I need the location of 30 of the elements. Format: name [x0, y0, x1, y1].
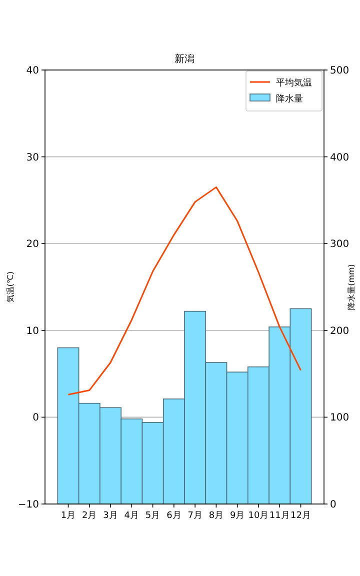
y2-tick-label: 100 — [330, 412, 350, 424]
x-tick-label: 4月 — [124, 511, 140, 521]
x-tick-label: 2月 — [82, 511, 97, 521]
x-tick-label: 3月 — [103, 511, 118, 521]
legend-label: 平均気温 — [276, 78, 312, 88]
x-tick-label: 11月 — [269, 511, 290, 521]
y2-tick-label: 200 — [330, 326, 350, 337]
y2-axis-title: 降水量(mm) — [347, 264, 356, 310]
y2-tick-label: 0 — [330, 500, 336, 510]
x-tick-label: 7月 — [188, 511, 202, 521]
x-tick-label: 1月 — [60, 511, 76, 521]
line-series — [68, 186, 302, 396]
y-tick-label: 40 — [26, 66, 39, 76]
x-tick-label: 8月 — [208, 511, 224, 521]
y-tick-label: 10 — [26, 326, 39, 337]
x-tick-label: 12月 — [290, 511, 311, 521]
y2-tick-label: 500 — [330, 66, 350, 76]
x-tick-label: 10月 — [248, 511, 269, 521]
x-tick-label: 9月 — [230, 511, 245, 521]
chart-title: 新潟 — [174, 53, 194, 65]
y-tick-label: 0 — [32, 412, 39, 424]
y2-tick-label: 400 — [330, 152, 350, 164]
y-axis-title: 気温(℃) — [6, 271, 15, 303]
x-tick-label: 6月 — [166, 511, 182, 521]
x-tick-label: 5月 — [145, 511, 160, 521]
y-tick-label: 30 — [26, 152, 39, 164]
y2-tick-label: 300 — [330, 239, 350, 250]
y-tick-label: 20 — [26, 239, 39, 250]
legend-label: 降水量 — [276, 94, 303, 104]
y-tick-label: −10 — [18, 500, 39, 510]
